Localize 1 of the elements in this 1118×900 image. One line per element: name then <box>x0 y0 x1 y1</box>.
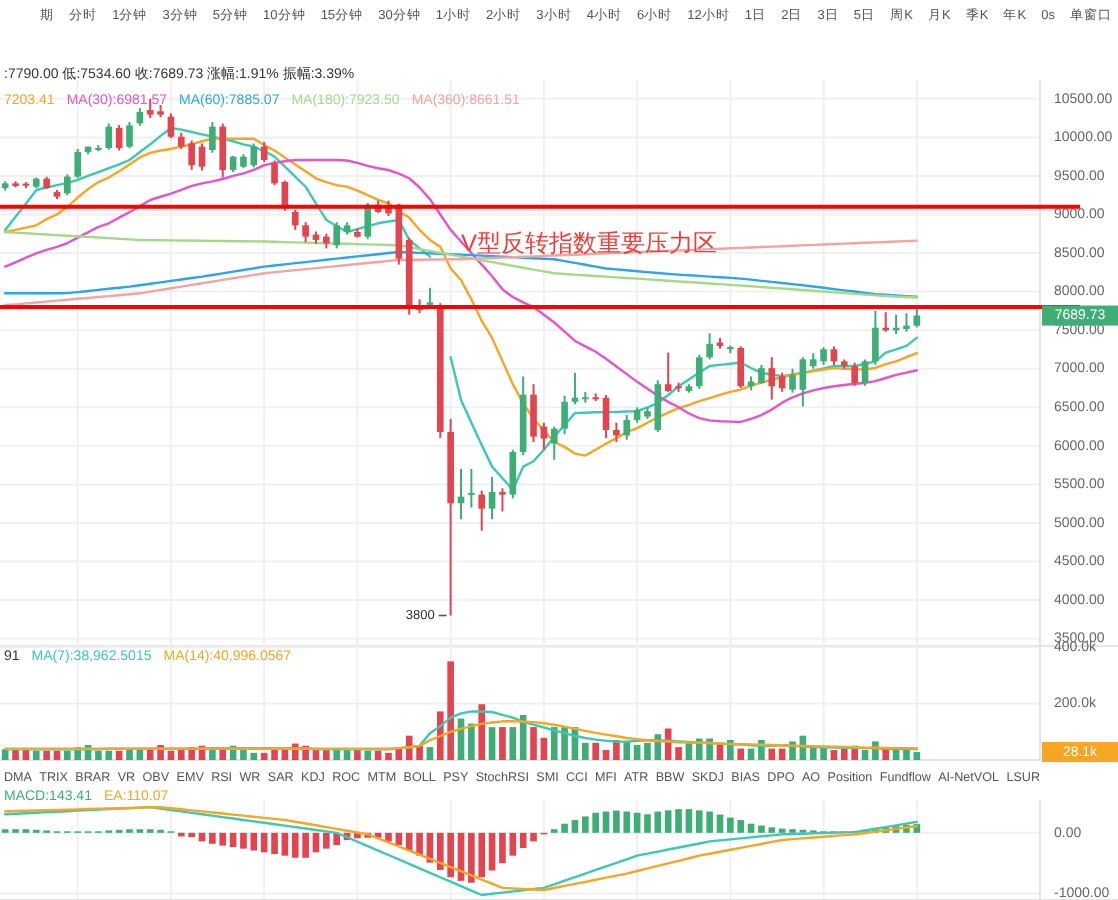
annotation: V型反转指数重要压力区 <box>461 229 718 258</box>
